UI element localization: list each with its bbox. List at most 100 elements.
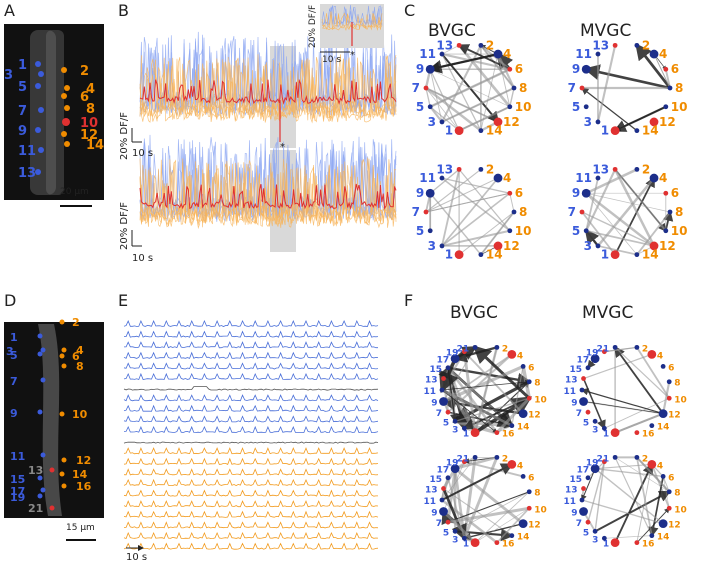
graph-node-label: 6 — [668, 473, 674, 483]
graph-edge — [495, 397, 531, 434]
graph-node-label: 6 — [671, 186, 679, 200]
graph-edge — [425, 87, 460, 131]
graph-edge — [662, 381, 671, 414]
graph-node — [585, 519, 591, 525]
calcium-trace — [123, 351, 379, 359]
star-b: * — [280, 142, 285, 153]
graph-node — [634, 42, 640, 48]
graph-node-label: 5 — [572, 100, 580, 114]
graph-node — [456, 166, 462, 172]
graph-node-label: 2 — [486, 38, 494, 52]
cell-marker — [38, 71, 44, 77]
graph-edge — [636, 457, 653, 536]
cell-marker — [40, 452, 46, 458]
graph-node — [423, 85, 429, 91]
graph-node-label: 2 — [502, 454, 508, 464]
graph-node — [445, 409, 451, 415]
graph-edge — [604, 397, 670, 429]
graph-node-label: 7 — [436, 409, 442, 419]
graph-node-label: 12 — [528, 411, 541, 421]
graph-edge — [614, 176, 655, 256]
graph-node — [634, 252, 640, 258]
graph-node — [441, 376, 446, 381]
graph-node — [649, 117, 659, 127]
inset-xscale: 10 s — [322, 55, 341, 65]
graph-node-label: 2 — [642, 38, 650, 52]
graph-edge — [635, 43, 672, 89]
graph-node — [439, 243, 445, 249]
graph-edge — [446, 491, 530, 524]
calcium-trace — [123, 372, 379, 381]
calcium-trace — [124, 341, 378, 349]
xscale-e: 10 s — [126, 552, 147, 563]
graph-node-label: 1 — [463, 540, 469, 550]
graph-node — [445, 519, 451, 525]
graph-node — [634, 128, 640, 134]
graph-node — [439, 51, 445, 57]
traces-b — [139, 31, 397, 230]
xscale-b-bottom: 10 s — [132, 253, 153, 264]
graph-node — [507, 66, 513, 72]
graph-node-label: 10 — [674, 505, 687, 515]
graph-edge — [463, 456, 499, 539]
graph-node — [634, 166, 640, 172]
graph-node-label: 17 — [577, 466, 590, 476]
neuron-label: 15 — [10, 473, 25, 486]
calcium-trace — [123, 441, 379, 444]
trace-orange — [139, 59, 397, 124]
graph-node-label: 11 — [423, 497, 436, 507]
graph-node — [450, 354, 460, 364]
neuron-label: 19 — [10, 491, 25, 504]
graph-node — [649, 173, 659, 183]
graph-edge — [509, 87, 515, 107]
graph-edge — [597, 177, 655, 247]
graph-edge — [441, 177, 499, 247]
graph-edge — [474, 507, 530, 543]
graph-node-label: 4 — [517, 461, 523, 471]
graph-node-label: 8 — [674, 489, 680, 499]
graph-node — [610, 538, 620, 548]
cell-marker — [40, 487, 46, 493]
graph-node — [439, 397, 448, 406]
graph-edge — [472, 345, 531, 400]
scalebar-d-label: 15 µm — [66, 523, 95, 533]
graph-node — [461, 535, 467, 541]
graph-node — [511, 85, 517, 91]
graph-edge — [604, 346, 637, 353]
graph-node-label: 14 — [517, 423, 530, 433]
graph-node — [427, 104, 433, 110]
graph-node — [667, 209, 673, 215]
calcium-trace — [123, 330, 379, 338]
trace-orange — [139, 163, 397, 230]
graph-node-label: 13 — [436, 162, 453, 176]
cell-marker — [37, 493, 43, 499]
neuron-label: 9 — [10, 407, 18, 420]
neuron-label: 8 — [76, 360, 84, 373]
calcium-trace — [123, 500, 379, 508]
panel-label-a: A — [4, 1, 15, 20]
graph-node-label: 12 — [659, 239, 676, 253]
graph-node — [634, 540, 640, 546]
graph-node-label: 1 — [603, 430, 609, 440]
graph-node-label: 14 — [486, 124, 503, 138]
graph-edge — [454, 397, 530, 422]
graph-node-label: 6 — [515, 62, 523, 76]
graph-node-label: 13 — [436, 38, 453, 52]
graph-node — [423, 209, 429, 215]
graph-node-label: 13 — [565, 486, 578, 496]
graph-edge — [480, 53, 499, 131]
graph-node-label: 3 — [592, 535, 598, 545]
graph-edge — [439, 357, 459, 394]
graph-node — [595, 243, 601, 249]
graph-edge — [447, 506, 530, 524]
neuron-label: 7 — [10, 375, 18, 388]
graph-edge — [443, 353, 513, 403]
graph-node-label: 8 — [675, 81, 683, 95]
graph-edge — [581, 468, 596, 501]
graph-node-label: 21 — [597, 454, 610, 464]
panel-label-f: F — [404, 291, 413, 310]
neuron-label: 11 — [18, 144, 36, 159]
graph-edge — [425, 177, 499, 213]
graph-edge — [429, 68, 511, 108]
graph-node — [452, 418, 458, 424]
